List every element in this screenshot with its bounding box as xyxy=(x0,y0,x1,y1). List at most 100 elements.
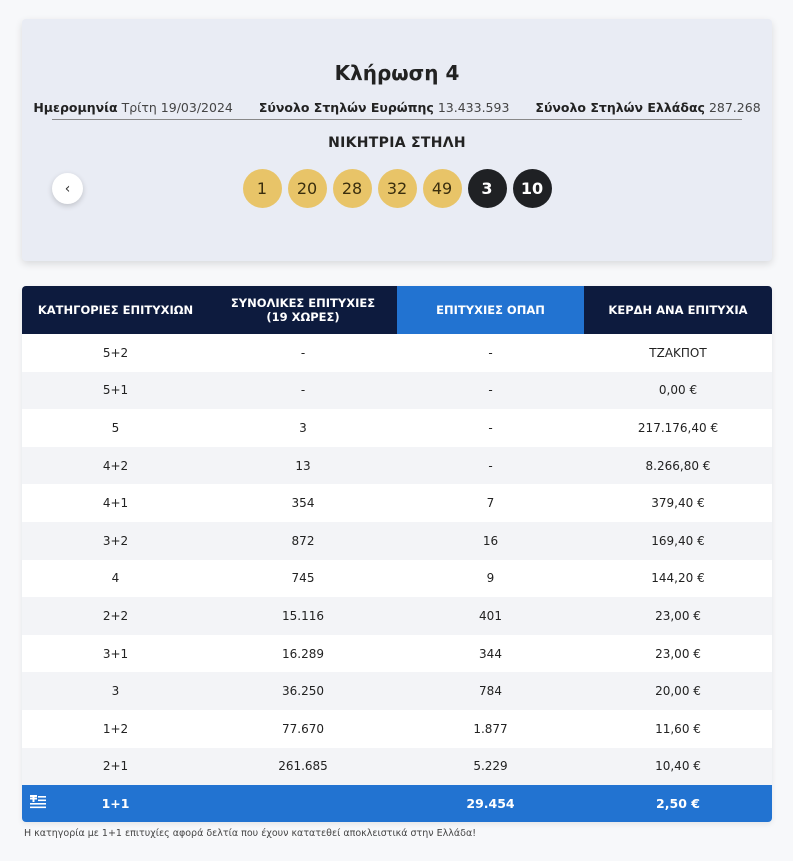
table-row: 3+1 16.289 344 23,00 € xyxy=(22,634,772,673)
header-category: ΚΑΤΗΓΟΡΙΕΣ ΕΠΙΤΥΧΙΩΝ xyxy=(37,302,194,317)
number-ball: 32 xyxy=(377,169,417,208)
cell-total: 36.250 xyxy=(282,684,324,699)
cell-prize: 10,40 € xyxy=(655,759,701,774)
cell-category: 3+1 xyxy=(102,646,129,661)
header-total-line2: (19 ΧΩΡΕΣ) xyxy=(266,310,340,324)
previous-draw-button[interactable]: ‹ xyxy=(52,173,83,204)
table-row: 2+1 261.685 5.229 10,40 € xyxy=(22,747,772,786)
table-row: 3 36.250 784 20,00 € xyxy=(22,672,772,710)
cell-prize: 144,20 € xyxy=(651,571,705,586)
footer-prize: 2,50 € xyxy=(656,796,700,812)
cell-total: 354 xyxy=(291,496,315,511)
date-value: Τρίτη 19/03/2024 xyxy=(121,100,233,115)
number-ball: 1 xyxy=(242,169,282,208)
results-table: ΚΑΤΗΓΟΡΙΕΣ ΕΠΙΤΥΧΙΩΝ ΣΥΝΟΛΙΚΕΣ ΕΠΙΤΥΧΙΕΣ… xyxy=(22,286,772,823)
table-row: 5+1 - - 0,00 € xyxy=(22,371,772,410)
cell-opap: 1.877 xyxy=(473,721,508,736)
table-header: ΚΑΤΗΓΟΡΙΕΣ ΕΠΙΤΥΧΙΩΝ ΣΥΝΟΛΙΚΕΣ ΕΠΙΤΥΧΙΕΣ… xyxy=(22,286,772,334)
greek-flag-icon xyxy=(30,795,46,809)
draw-date: Ημερομηνία Τρίτη 19/03/2024 xyxy=(33,100,233,115)
cell-opap: 5.229 xyxy=(473,759,508,774)
cell-prize: 0,00 € xyxy=(658,383,698,398)
cell-prize: 8.266,80 € xyxy=(645,458,711,473)
cell-category: 4 xyxy=(111,571,120,586)
cell-prize: 20,00 € xyxy=(655,684,701,699)
cell-total: 77.670 xyxy=(282,721,324,736)
cell-prize: 379,40 € xyxy=(651,496,705,511)
cell-opap: - xyxy=(488,420,493,435)
greece-columns: Σύνολο Στηλών Ελλάδας 287.268 xyxy=(535,100,760,115)
cell-category: 1+2 xyxy=(102,721,129,736)
cell-prize: 23,00 € xyxy=(655,608,701,623)
cell-total: 16.289 xyxy=(282,646,324,661)
winning-column-title: ΝΙΚΗΤΡΙΑ ΣΤΗΛΗ xyxy=(328,135,466,151)
cell-total: 745 xyxy=(291,571,315,586)
footer-category: 1+1 xyxy=(101,796,130,812)
cell-prize: 217.176,40 € xyxy=(637,420,719,435)
number-ball: 20 xyxy=(287,169,327,208)
number-ball: 49 xyxy=(422,169,462,208)
cell-total: - xyxy=(300,383,306,398)
cell-opap: 344 xyxy=(479,646,502,661)
table-footer-row: 1+1 29.454 2,50 € xyxy=(22,785,772,823)
chevron-left-icon: ‹ xyxy=(64,180,71,197)
cell-opap: 16 xyxy=(482,533,499,548)
winning-numbers: 1 20 28 32 49 3 10 xyxy=(22,169,772,208)
header-total-line1: ΣΥΝΟΛΙΚΕΣ ΕΠΙΤΥΧΙΕΣ xyxy=(230,295,376,310)
header-total: ΣΥΝΟΛΙΚΕΣ ΕΠΙΤΥΧΙΕΣ (19 ΧΩΡΕΣ) xyxy=(209,286,397,334)
table-row: 1+2 77.670 1.877 11,60 € xyxy=(22,709,772,748)
cell-prize: 23,00 € xyxy=(655,646,701,661)
draw-meta: Ημερομηνία Τρίτη 19/03/2024 Σύνολο Στηλών… xyxy=(22,100,772,115)
cell-opap: 784 xyxy=(479,684,502,699)
cell-category: 3 xyxy=(111,684,120,699)
europe-columns: Σύνολο Στηλών Ευρώπης 13.433.593 xyxy=(259,100,510,115)
cell-category: 2+1 xyxy=(102,759,129,774)
cell-total: 13 xyxy=(295,458,311,473)
table-row: 4+1 354 7 379,40 € xyxy=(22,484,772,522)
cell-opap: - xyxy=(488,383,493,398)
cell-category: 5+1 xyxy=(102,383,129,398)
cell-opap: 401 xyxy=(479,608,502,623)
cell-category: 3+2 xyxy=(102,533,129,548)
number-ball: 28 xyxy=(332,169,372,208)
table-row: 4+2 13 - 8.266,80 € xyxy=(22,446,772,485)
table-body: 5+2 - - ΤΖΑΚΠΟΤ 5+1 - - 0,00 € 5 3 - 217.176,40 €… xyxy=(22,334,772,786)
table-row: 5 3 - 217.176,40 € xyxy=(22,409,772,447)
cell-prize: ΤΖΑΚΠΟΤ xyxy=(649,345,707,360)
draw-title: Κλήρωση 4 xyxy=(334,61,460,85)
greece-value: 287.268 xyxy=(708,100,761,115)
europe-label: Σύνολο Στηλών Ευρώπης xyxy=(258,100,434,115)
table-row: 5+2 - - ΤΖΑΚΠΟΤ xyxy=(22,334,772,372)
footnote: Η κατηγορία με 1+1 επιτυχίες αφορά δελτί… xyxy=(24,828,477,839)
cell-category: 4+1 xyxy=(102,496,129,511)
draw-info-card: Κλήρωση 4 Ημερομηνία Τρίτη 19/03/2024 Σύν… xyxy=(22,19,772,261)
cell-category: 2+2 xyxy=(102,608,129,623)
footer-total xyxy=(209,785,397,822)
header-opap: ΕΠΙΤΥΧΙΕΣ ΟΠΑΠ xyxy=(397,286,584,334)
cell-total: 872 xyxy=(291,533,315,548)
europe-value: 13.433.593 xyxy=(437,100,510,115)
divider xyxy=(52,119,742,120)
cell-total: 261.685 xyxy=(278,759,328,774)
cell-opap: - xyxy=(488,458,493,473)
cell-total: 3 xyxy=(299,420,307,435)
table-row: 3+2 872 16 169,40 € xyxy=(22,521,772,560)
cell-category: 4+2 xyxy=(102,458,129,473)
cell-opap: 9 xyxy=(486,571,495,586)
header-prize: ΚΕΡΔΗ ΑΝΑ ΕΠΙΤΥΧΙΑ xyxy=(608,302,748,317)
date-label: Ημερομηνία xyxy=(33,100,118,115)
star-ball: 3 xyxy=(467,169,507,208)
cell-prize: 169,40 € xyxy=(651,533,705,548)
star-ball: 10 xyxy=(512,169,552,208)
cell-category: 5+2 xyxy=(102,345,129,360)
table-row: 4 745 9 144,20 € xyxy=(22,559,772,598)
footer-opap: 29.454 xyxy=(466,796,515,812)
cell-total: - xyxy=(300,345,306,360)
cell-opap: - xyxy=(488,345,493,360)
cell-prize: 11,60 € xyxy=(655,721,701,736)
greece-label: Σύνολο Στηλών Ελλάδας xyxy=(535,100,705,115)
cell-opap: 7 xyxy=(486,496,495,511)
cell-category: 5 xyxy=(111,420,120,435)
cell-total: 15.116 xyxy=(282,608,324,623)
table-row: 2+2 15.116 401 23,00 € xyxy=(22,597,772,635)
